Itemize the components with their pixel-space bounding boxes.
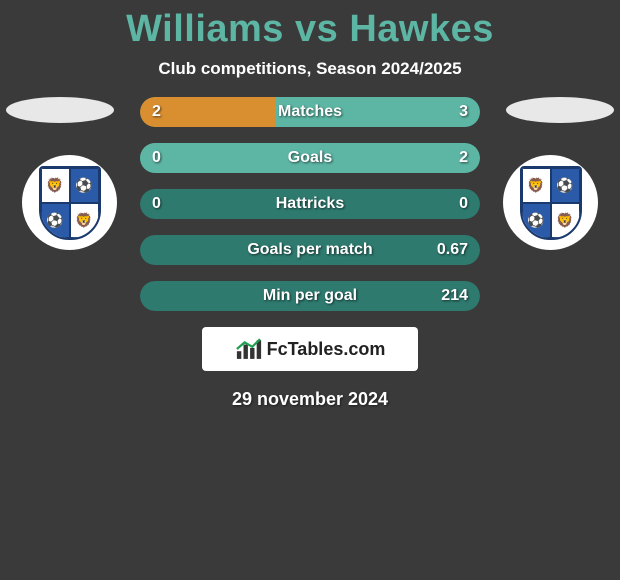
- crest-quadrant: 🦁: [522, 168, 551, 203]
- crest-shield-left: 🦁 ⚽ ⚽ 🦁: [39, 166, 101, 240]
- crest-quadrant: 🦁: [70, 203, 99, 238]
- player-oval-right: [506, 97, 614, 123]
- brand-box: FcTables.com: [202, 327, 418, 371]
- crest-quadrant: ⚽: [41, 203, 70, 238]
- crest-quadrant: 🦁: [551, 203, 580, 238]
- player-oval-left: [6, 97, 114, 123]
- stat-row: 0 0 Hattricks: [140, 189, 480, 219]
- stat-rows: 2 3 Matches 0 2 Goals 0 0 Hattricks 0.67 Goals per…: [140, 97, 480, 311]
- crest-quadrant: 🦁: [41, 168, 70, 203]
- stats-area: 🦁 ⚽ ⚽ 🦁 🦁 ⚽ ⚽ 🦁 2 3 Matches 0 2 Goals 0 0 Hattri…: [0, 97, 620, 311]
- stat-value-right: 2: [459, 149, 468, 167]
- crest-quadrant: ⚽: [551, 168, 580, 203]
- club-crest-left: 🦁 ⚽ ⚽ 🦁: [22, 155, 117, 250]
- stat-row: 0 2 Goals: [140, 143, 480, 173]
- crest-quadrant: ⚽: [70, 168, 99, 203]
- crest-shield-right: 🦁 ⚽ ⚽ 🦁: [520, 166, 582, 240]
- chart-bars-icon: [235, 338, 263, 360]
- stat-value-left: 0: [152, 149, 161, 167]
- stat-label: Goals per match: [247, 241, 372, 259]
- stat-label: Hattricks: [276, 195, 344, 213]
- stat-value-left: 2: [152, 103, 161, 121]
- stat-row: 2 3 Matches: [140, 97, 480, 127]
- stat-value-right: 3: [459, 103, 468, 121]
- stat-value-right: 0: [459, 195, 468, 213]
- stat-row: 0.67 Goals per match: [140, 235, 480, 265]
- stat-value-right: 214: [441, 287, 468, 305]
- subtitle: Club competitions, Season 2024/2025: [0, 59, 620, 79]
- stat-label: Matches: [278, 103, 342, 121]
- date-text: 29 november 2024: [0, 389, 620, 410]
- stat-row: 214 Min per goal: [140, 281, 480, 311]
- crest-quadrant: ⚽: [522, 203, 551, 238]
- stat-label: Min per goal: [263, 287, 357, 305]
- club-crest-right: 🦁 ⚽ ⚽ 🦁: [503, 155, 598, 250]
- page-title: Williams vs Hawkes: [0, 0, 620, 51]
- stat-value-right: 0.67: [437, 241, 468, 259]
- stat-value-left: 0: [152, 195, 161, 213]
- brand-text: FcTables.com: [267, 339, 386, 360]
- stat-label: Goals: [288, 149, 332, 167]
